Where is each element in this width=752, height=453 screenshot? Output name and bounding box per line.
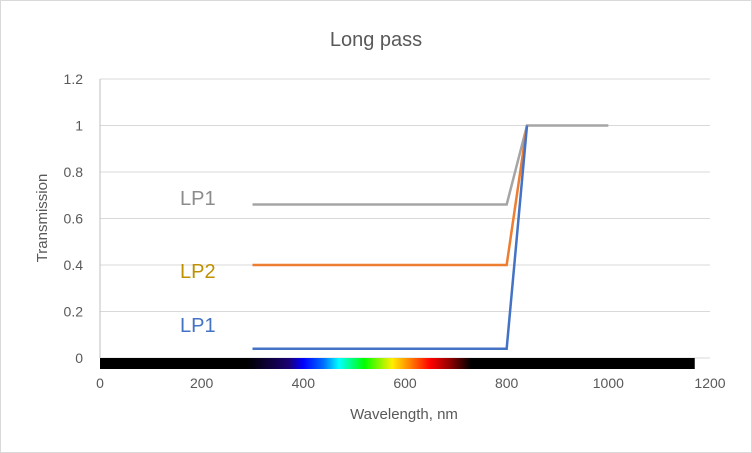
y-tick-label: 0.2	[64, 304, 84, 320]
x-axis-label: Wavelength, nm	[350, 406, 458, 423]
y-tick-label: 0.6	[64, 211, 84, 227]
y-tick-label: 0	[75, 350, 83, 366]
x-tick-label: 1000	[593, 375, 624, 391]
x-tick-label: 0	[96, 375, 104, 391]
x-tick-label: 600	[393, 375, 417, 391]
y-axis-label: Transmission	[34, 174, 51, 263]
annotation-lp1-blue: LP1	[180, 315, 216, 337]
chart-title: Long pass	[330, 29, 422, 51]
annotation-lp1-gray: LP1	[180, 188, 216, 210]
y-tick-label: 1	[75, 118, 83, 134]
x-tick-label: 800	[495, 375, 519, 391]
x-tick-label: 1200	[694, 375, 725, 391]
x-tick-label: 400	[292, 375, 316, 391]
series-line-2	[252, 125, 529, 350]
spectrum-bar	[100, 358, 695, 369]
series-line-1	[252, 125, 529, 267]
x-tick-label: 200	[190, 375, 214, 391]
y-tick-label: 0.4	[64, 257, 84, 273]
y-tick-label: 0.8	[64, 164, 84, 180]
y-tick-label: 1.2	[64, 71, 84, 87]
series-line-0	[252, 124, 609, 206]
annotation-lp2: LP2	[180, 261, 216, 283]
